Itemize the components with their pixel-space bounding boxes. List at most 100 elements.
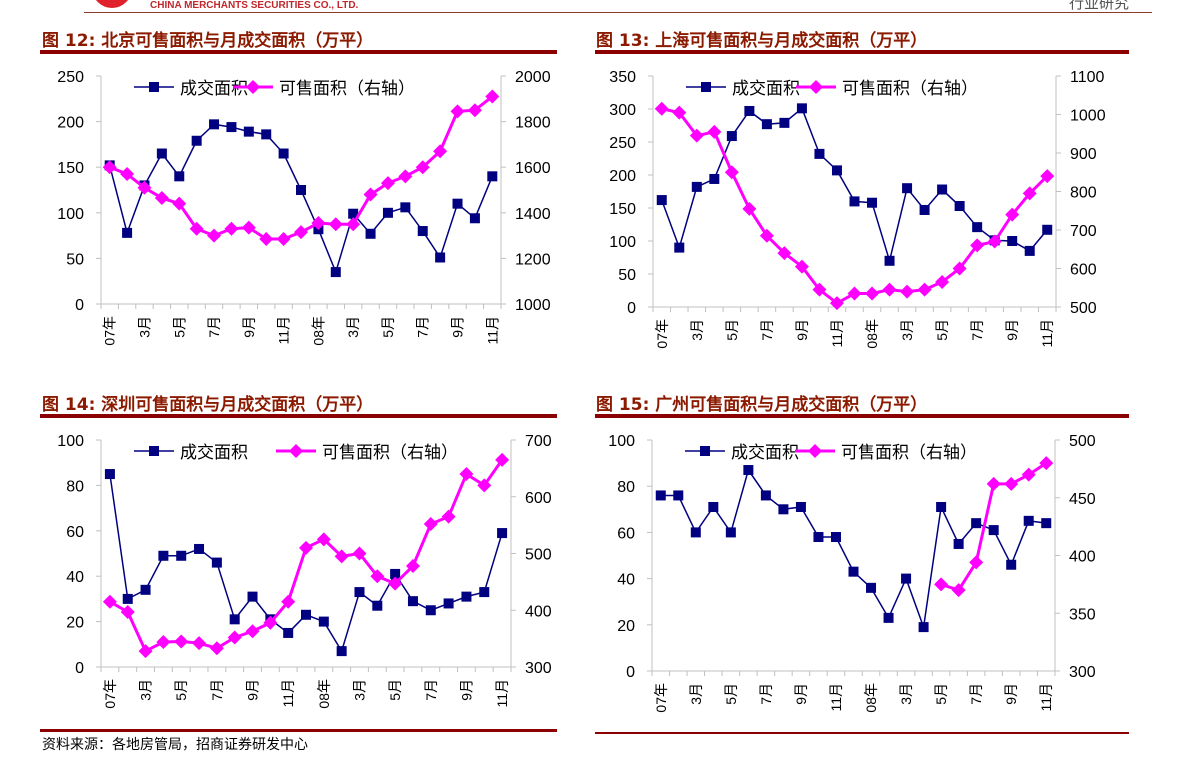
data-point [176, 550, 187, 561]
data-point [883, 612, 894, 623]
data-point [988, 525, 999, 536]
x-tick-label: 3月 [689, 319, 705, 341]
data-point [760, 490, 771, 501]
data-point [365, 228, 376, 239]
data-point [209, 641, 224, 656]
data-point [407, 596, 418, 607]
data-point [495, 452, 510, 467]
data-point [452, 198, 463, 209]
x-tick-label: 07年 [653, 683, 669, 713]
data-point [726, 131, 737, 142]
y-right-tick-label: 1000 [1070, 108, 1106, 125]
data-point [796, 103, 807, 114]
y-left-tick-label: 80 [617, 479, 635, 496]
y-left-tick-label: 100 [608, 433, 635, 450]
y-right-tick-label: 600 [525, 490, 552, 507]
data-point [207, 228, 222, 243]
y-left-tick-label: 250 [57, 69, 84, 86]
data-point [405, 558, 420, 573]
header-divider [84, 12, 1152, 13]
data-point [812, 282, 827, 297]
x-tick-label: 7月 [423, 679, 439, 701]
data-point [1023, 515, 1034, 526]
data-point [459, 467, 474, 482]
data-point [830, 532, 841, 543]
data-point [443, 598, 454, 609]
data-point [104, 469, 115, 480]
y-right-tick-label: 1600 [515, 160, 551, 177]
data-point [935, 274, 950, 289]
y-left-tick-label: 20 [66, 615, 84, 632]
data-point [655, 490, 666, 501]
data-point [311, 216, 326, 231]
x-tick-label: 11月 [1038, 683, 1054, 712]
y-left-tick-label: 350 [609, 69, 636, 86]
data-point [241, 220, 256, 235]
x-tick-label: 9月 [450, 316, 466, 338]
data-point [334, 549, 349, 564]
x-tick-label: 11月 [280, 679, 296, 708]
data-point [725, 527, 736, 538]
data-point [247, 591, 258, 602]
x-tick-label: 08年 [316, 679, 332, 709]
x-tick-label: 5月 [933, 683, 949, 705]
data-point [934, 577, 949, 592]
title-rule [595, 414, 1129, 418]
data-point [813, 532, 824, 543]
data-point [423, 516, 438, 531]
data-point [226, 122, 237, 133]
data-point [1006, 559, 1017, 570]
data-point [936, 501, 947, 512]
data-point [794, 259, 809, 274]
data-point [433, 144, 448, 159]
data-point [953, 538, 964, 549]
data-point [435, 252, 446, 263]
y-right-tick-label: 700 [525, 433, 552, 450]
data-point [388, 576, 403, 591]
x-tick-label: 7月 [758, 683, 774, 705]
legend-label: 可售面积（右轴） [842, 79, 978, 98]
x-tick-label: 08年 [863, 683, 879, 713]
x-tick-label: 7月 [969, 319, 985, 341]
y-right-tick-label: 500 [525, 547, 552, 564]
y-right-tick-label: 1800 [515, 115, 551, 132]
y-right-tick-label: 1100 [1070, 69, 1105, 86]
data-point [971, 518, 982, 529]
data-point [1005, 207, 1020, 222]
data-point [336, 646, 347, 657]
data-point [900, 284, 915, 299]
data-point [849, 196, 860, 207]
y-left-tick-label: 300 [609, 102, 636, 119]
data-point [497, 528, 508, 539]
data-point [174, 634, 189, 649]
data-point [743, 465, 754, 476]
x-tick-label: 08年 [310, 316, 326, 346]
x-tick-label: 11月 [829, 319, 845, 348]
y-left-tick-label: 200 [57, 115, 84, 132]
x-tick-label: 3月 [688, 683, 704, 705]
series-line [109, 473, 503, 653]
data-point [211, 557, 222, 568]
legend-marker [701, 82, 711, 92]
y-right-tick-label: 450 [1069, 491, 1096, 508]
data-point [954, 201, 965, 212]
data-point [156, 148, 167, 159]
x-tick-label: 7月 [206, 316, 222, 338]
data-point [485, 89, 500, 104]
data-point [227, 630, 242, 645]
data-point [372, 600, 383, 611]
data-point [346, 217, 361, 232]
x-tick-label: 11月 [828, 683, 844, 712]
data-point [209, 119, 220, 130]
data-point [318, 616, 329, 627]
y-right-tick-label: 700 [1070, 223, 1097, 240]
data-point [1039, 456, 1054, 471]
x-tick-label: 5月 [380, 316, 396, 338]
data-point [330, 267, 341, 278]
data-point [189, 221, 204, 236]
data-point [884, 255, 895, 266]
x-tick-label: 11月 [494, 679, 510, 708]
data-point [261, 129, 272, 140]
x-tick-label: 5月 [173, 679, 189, 701]
